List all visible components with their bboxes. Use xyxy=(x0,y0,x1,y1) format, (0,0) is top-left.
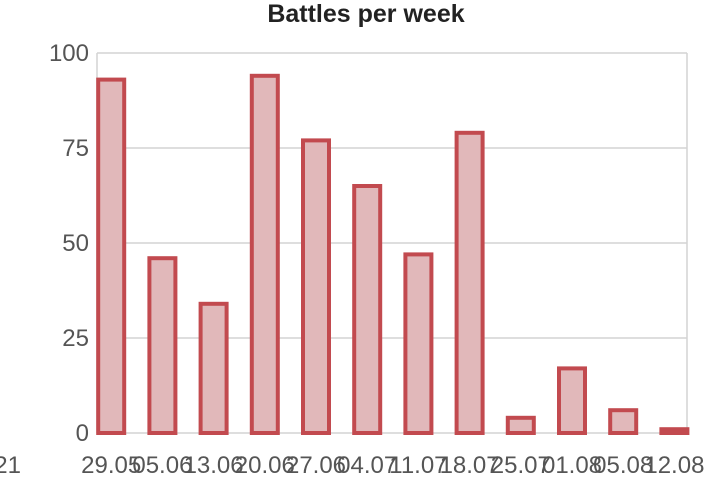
x-tick-label: 20.06 xyxy=(235,452,295,479)
y-tick-label: 0 xyxy=(76,420,89,447)
bar xyxy=(557,366,587,435)
bars xyxy=(96,73,690,436)
y-tick-label: 50 xyxy=(62,230,89,257)
bar xyxy=(505,415,536,435)
y-axis-ticks: 0 25 50 75 100 xyxy=(49,40,89,447)
x-tick-label: 21 xyxy=(0,452,21,479)
chart-title: Battles per week xyxy=(267,0,464,28)
x-tick-label: 01.08 xyxy=(542,452,602,479)
x-tick-label: 05.08 xyxy=(593,452,653,479)
bar xyxy=(608,408,639,436)
x-tick-label: 11.07 xyxy=(389,452,447,479)
bar xyxy=(249,73,280,436)
x-tick-label: 05.06 xyxy=(132,452,192,479)
x-tick-label: 13.06 xyxy=(184,452,244,479)
y-tick-label: 100 xyxy=(49,40,89,67)
x-tick-label: 27.06 xyxy=(286,452,346,479)
x-tick-label: 12.08 xyxy=(644,452,704,479)
bar xyxy=(659,427,690,436)
y-tick-label: 75 xyxy=(62,135,89,162)
bar xyxy=(403,252,434,435)
y-tick-label: 25 xyxy=(62,325,89,352)
bar xyxy=(147,256,178,436)
bar xyxy=(198,301,229,435)
x-tick-label: 29.05 xyxy=(81,452,141,479)
x-tick-label: 18.07 xyxy=(440,452,500,479)
bar xyxy=(301,138,331,435)
x-axis-ticks: 21 29.0505.0613.0620.0627.0604.0711.0718.… xyxy=(0,452,704,479)
bar xyxy=(352,184,383,435)
bar xyxy=(96,77,127,435)
gridlines xyxy=(96,52,688,434)
x-tick-label: 25.07 xyxy=(491,452,551,479)
bar xyxy=(454,130,485,436)
x-tick-label: 04.07 xyxy=(337,452,397,479)
